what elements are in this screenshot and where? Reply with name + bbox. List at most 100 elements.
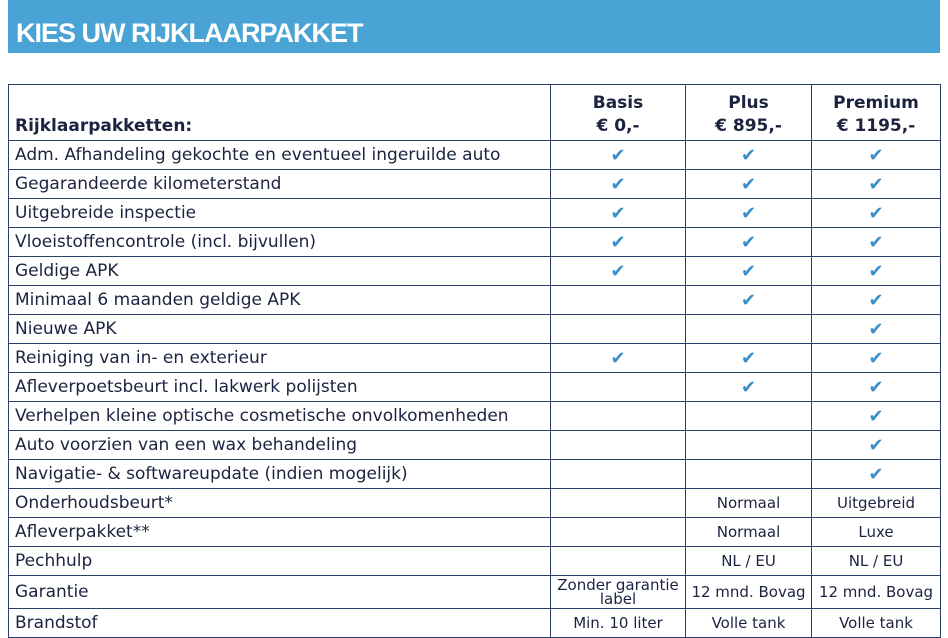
package-cell: ✔ — [811, 198, 941, 228]
package-cell: ✔ — [811, 256, 941, 286]
package-cell: ✔ — [811, 285, 941, 315]
package-cell: ✔ — [811, 401, 941, 431]
package-cell: ✔ — [685, 372, 812, 402]
table-row: Reiniging van in- en exterieur ✔ ✔ ✔ — [8, 343, 941, 373]
package-name: Plus — [728, 93, 769, 113]
checkmark-icon: ✔ — [740, 173, 757, 195]
package-cell: ✔ — [811, 169, 941, 199]
cell-value: 12 mnd. Bovag — [818, 583, 934, 601]
package-cell — [550, 546, 686, 576]
checkmark-icon: ✔ — [610, 173, 626, 195]
package-cell: ✔ — [550, 256, 686, 286]
table-header-row: Rijklaarpakketten: Basis € 0,- Plus € 895,-… — [8, 84, 941, 141]
package-cell: Volle tank — [685, 608, 812, 638]
package-cell: ✔ — [550, 198, 686, 228]
checkmark-icon: ✔ — [740, 202, 757, 224]
package-header-premium: Premium € 1195,- — [811, 84, 941, 141]
package-cell — [685, 314, 812, 344]
feature-label: Vloeistoffencontrole (incl. bijvullen) — [8, 227, 551, 257]
checkmark-icon: ✔ — [740, 231, 757, 253]
feature-label: Minimaal 6 maanden geldige APK — [8, 285, 551, 315]
package-cell: ✔ — [811, 430, 941, 460]
package-cell — [550, 372, 686, 402]
package-cell: ✔ — [811, 372, 941, 402]
package-cell — [550, 517, 686, 547]
package-header-basis: Basis € 0,- — [550, 84, 686, 141]
package-price: € 1195,- — [836, 116, 916, 136]
feature-label: Adm. Afhandeling gekochte en eventueel i… — [8, 140, 551, 170]
package-cell: NL / EU — [811, 546, 941, 576]
checkmark-icon: ✔ — [740, 347, 757, 369]
table-row: Adm. Afhandeling gekochte en eventueel i… — [8, 140, 941, 170]
cell-value: 12 mnd. Bovag — [691, 583, 806, 601]
table-row: Minimaal 6 maanden geldige APK ✔ ✔ — [8, 285, 941, 315]
table-row: Uitgebreide inspectie ✔ ✔ ✔ — [8, 198, 941, 228]
package-cell: 12 mnd. Bovag — [811, 575, 941, 609]
page-title: KIES UW RIJKLAARPAKKET — [16, 18, 364, 48]
checkmark-icon: ✔ — [868, 260, 884, 282]
checkmark-icon: ✔ — [868, 173, 884, 195]
checkmark-icon: ✔ — [610, 202, 626, 224]
package-name: Basis — [592, 93, 644, 113]
feature-label: Geldige APK — [8, 256, 551, 286]
cell-value: Min. 10 liter — [573, 614, 663, 632]
header-label: Rijklaarpakketten: — [8, 84, 551, 141]
package-comparison-table: Rijklaarpakketten: Basis € 0,- Plus € 895,-… — [8, 84, 941, 638]
package-name: Premium — [833, 93, 919, 113]
feature-label: Afleverpakket** — [8, 517, 551, 547]
package-cell — [550, 488, 686, 518]
package-cell: ✔ — [811, 140, 941, 170]
package-cell: ✔ — [811, 343, 941, 373]
cell-value: Uitgebreid — [836, 494, 916, 512]
checkmark-icon: ✔ — [868, 289, 884, 311]
feature-label: Auto voorzien van een wax behandeling — [8, 430, 551, 460]
checkmark-icon: ✔ — [868, 231, 884, 253]
package-cell: Min. 10 liter — [550, 608, 686, 638]
package-cell: Zonder garantie label — [550, 575, 686, 609]
feature-label: Afleverpoetsbeurt incl. lakwerk polijste… — [8, 372, 551, 402]
table-row: Afleverpoetsbeurt incl. lakwerk polijste… — [8, 372, 941, 402]
cell-value: NL / EU — [721, 552, 776, 570]
checkmark-icon: ✔ — [740, 144, 757, 166]
feature-label: Brandstof — [8, 608, 551, 638]
package-cell: 12 mnd. Bovag — [685, 575, 812, 609]
checkmark-icon: ✔ — [868, 318, 884, 340]
package-cell: ✔ — [550, 227, 686, 257]
cell-value: Volle tank — [839, 614, 913, 632]
package-header-plus: Plus € 895,- — [685, 84, 812, 141]
package-cell: ✔ — [550, 140, 686, 170]
table-row: Brandstof Min. 10 liter Volle tank Volle ta… — [8, 608, 941, 638]
table-row: Auto voorzien van een wax behandeling ✔ — [8, 430, 941, 460]
package-cell: ✔ — [685, 169, 812, 199]
checkmark-icon: ✔ — [868, 434, 884, 456]
package-cell: Luxe — [811, 517, 941, 547]
cell-value: NL / EU — [848, 552, 904, 570]
package-cell: ✔ — [811, 314, 941, 344]
package-cell: ✔ — [685, 227, 812, 257]
package-cell — [685, 401, 812, 431]
package-cell: NL / EU — [685, 546, 812, 576]
package-cell — [550, 314, 686, 344]
table-row: Verhelpen kleine optische cosmetische on… — [8, 401, 941, 431]
package-cell — [550, 285, 686, 315]
package-cell — [550, 430, 686, 460]
feature-label: Uitgebreide inspectie — [8, 198, 551, 228]
checkmark-icon: ✔ — [610, 231, 626, 253]
package-cell: ✔ — [685, 140, 812, 170]
table-row: Navigatie- & softwareupdate (indien moge… — [8, 459, 941, 489]
feature-label: Navigatie- & softwareupdate (indien moge… — [8, 459, 551, 489]
feature-label: Garantie — [8, 575, 551, 609]
table-row: Geldige APK ✔ ✔ ✔ — [8, 256, 941, 286]
feature-label: Pechhulp — [8, 546, 551, 576]
checkmark-icon: ✔ — [610, 144, 626, 166]
checkmark-icon: ✔ — [868, 405, 884, 427]
package-cell: ✔ — [685, 198, 812, 228]
checkmark-icon: ✔ — [740, 260, 757, 282]
package-price: € 0,- — [596, 116, 640, 136]
checkmark-icon: ✔ — [868, 376, 884, 398]
checkmark-icon: ✔ — [868, 463, 884, 485]
package-cell: ✔ — [685, 256, 812, 286]
checkmark-icon: ✔ — [868, 202, 884, 224]
cell-value: Zonder garantie label — [557, 576, 679, 608]
table-row: Nieuwe APK ✔ — [8, 314, 941, 344]
